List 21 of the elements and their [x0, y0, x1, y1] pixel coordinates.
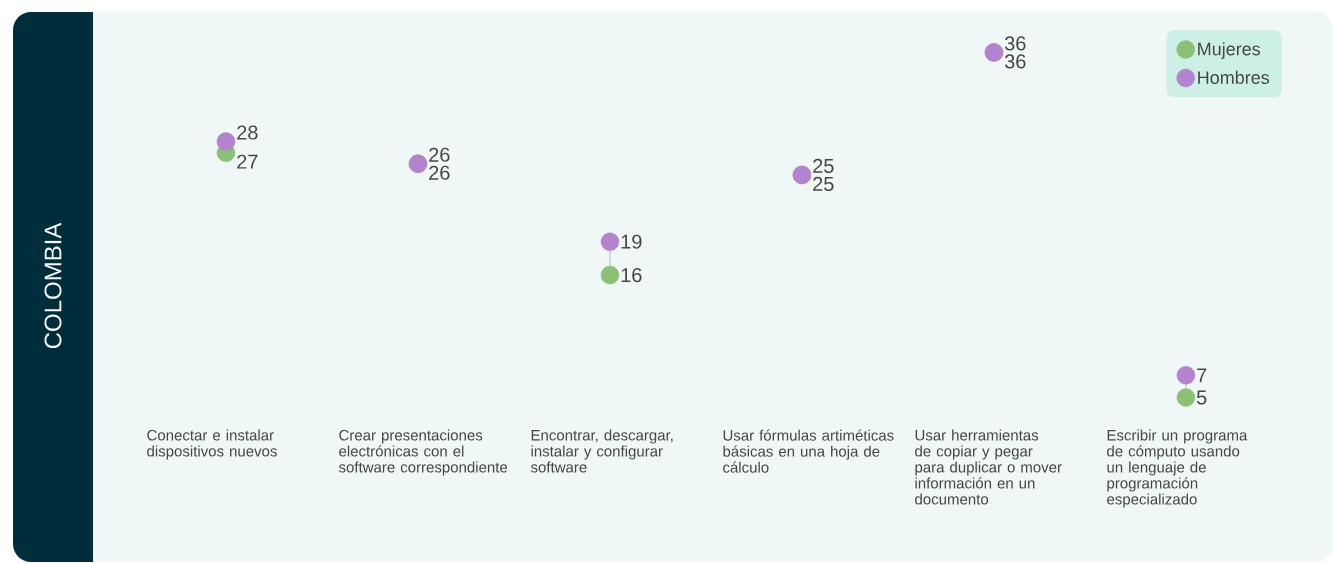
data-label: 19: [621, 234, 642, 249]
data-label: 36: [1004, 54, 1026, 69]
x-tick-label: Encontrar, descargar, instalar y configurar software: [530, 429, 673, 473]
data-label: 28: [237, 125, 258, 140]
data-label: 7: [1197, 368, 1207, 383]
legend-label: Hombres: [1198, 70, 1270, 84]
x-tick-label: Conectar e instalar dispositivos nuevos: [147, 429, 277, 460]
data-label: 26: [429, 165, 450, 180]
data-label: 27: [237, 154, 258, 169]
data-label: 5: [1196, 390, 1207, 405]
x-tick-label: Escribir un programa de cómputo usando un lenguaje de programación especializado: [1107, 429, 1248, 508]
data-label: 26: [429, 147, 450, 162]
legend-label: Mujeres: [1198, 42, 1261, 59]
x-tick-label: Usar herramientas de copiar y pegar para duplicar o mover información en un documento: [915, 429, 1062, 505]
data-label: 25: [813, 158, 834, 173]
text: COLOMBIA: [44, 222, 62, 349]
data-label: 25: [813, 176, 834, 191]
x-tick-label: Usar fórmulas artiméticas básicas en una hoja de cálculo: [723, 429, 894, 473]
data-label: 16: [621, 268, 642, 283]
data-label: 36: [1004, 36, 1026, 51]
x-tick-label: Crear presentaciones electrónicas con el software correspondiente: [338, 429, 508, 476]
